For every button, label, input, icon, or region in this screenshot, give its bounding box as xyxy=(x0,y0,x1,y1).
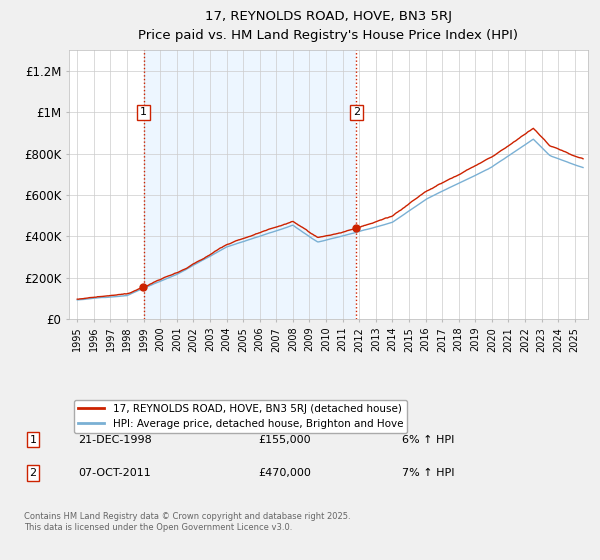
Text: £155,000: £155,000 xyxy=(258,435,311,445)
Text: 2: 2 xyxy=(353,108,360,118)
Text: 1: 1 xyxy=(140,108,147,118)
Text: £470,000: £470,000 xyxy=(258,468,311,478)
Text: 1: 1 xyxy=(29,435,37,445)
Text: 2: 2 xyxy=(29,468,37,478)
Legend: 17, REYNOLDS ROAD, HOVE, BN3 5RJ (detached house), HPI: Average price, detached : 17, REYNOLDS ROAD, HOVE, BN3 5RJ (detach… xyxy=(74,400,407,433)
Title: 17, REYNOLDS ROAD, HOVE, BN3 5RJ
Price paid vs. HM Land Registry's House Price I: 17, REYNOLDS ROAD, HOVE, BN3 5RJ Price p… xyxy=(139,10,518,43)
Text: 7% ↑ HPI: 7% ↑ HPI xyxy=(402,468,455,478)
Bar xyxy=(143,50,356,319)
Text: Contains HM Land Registry data © Crown copyright and database right 2025.
This d: Contains HM Land Registry data © Crown c… xyxy=(24,512,350,532)
Text: 07-OCT-2011: 07-OCT-2011 xyxy=(78,468,151,478)
Text: 21-DEC-1998: 21-DEC-1998 xyxy=(78,435,152,445)
Text: 6% ↑ HPI: 6% ↑ HPI xyxy=(402,435,454,445)
